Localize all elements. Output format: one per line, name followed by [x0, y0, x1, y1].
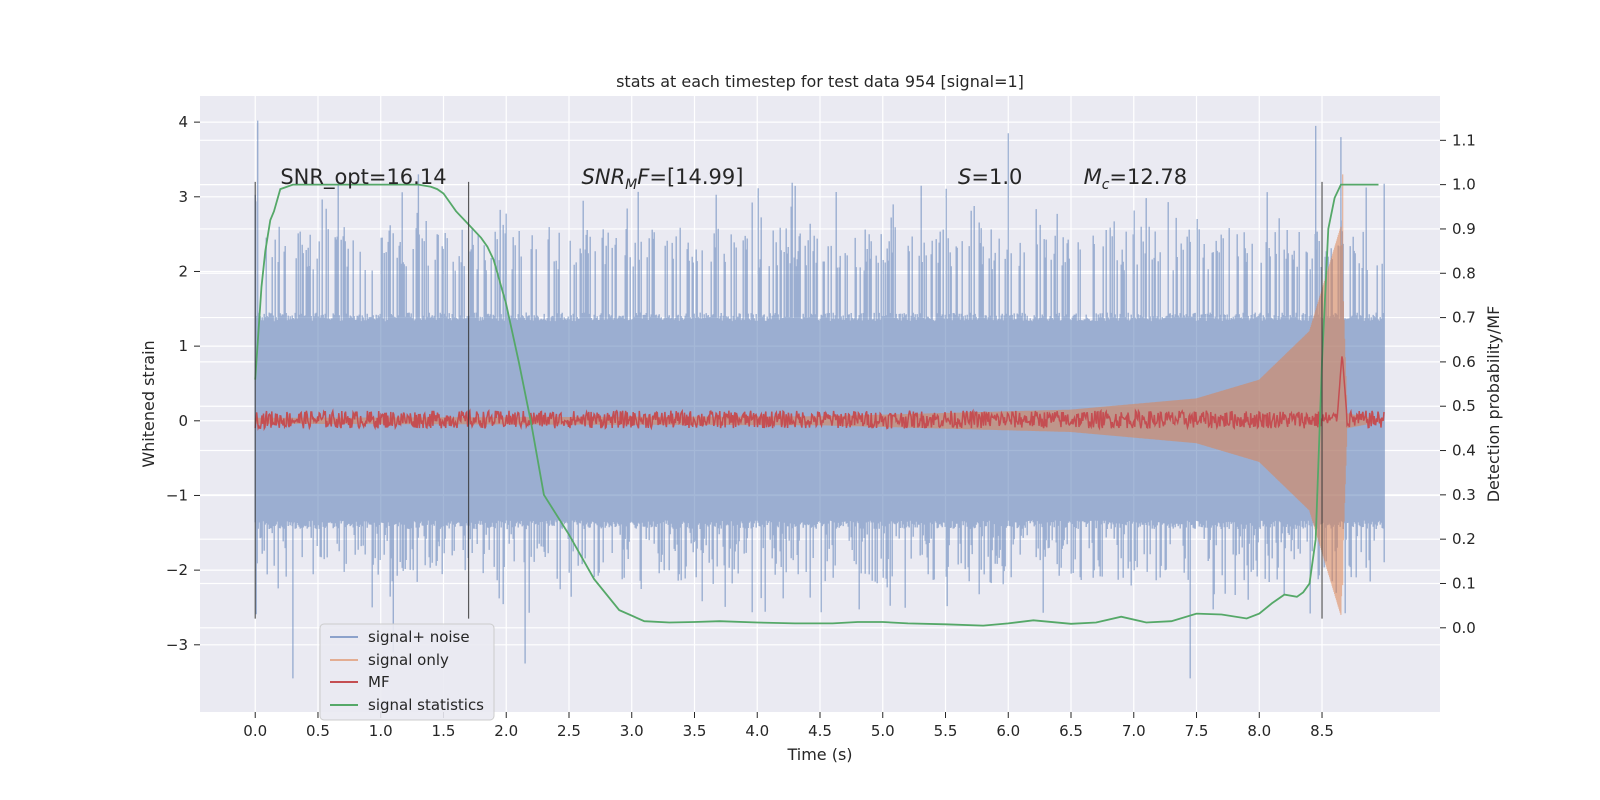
y-tick-label: −2 [166, 561, 188, 579]
y-right-tick-label: 0.9 [1452, 220, 1476, 238]
x-tick-label: 8.0 [1247, 722, 1271, 740]
legend-label-signal-statistics: signal statistics [368, 696, 484, 714]
y-right-tick-label: 0.6 [1452, 353, 1476, 371]
annotation-1: SNRMF=[14.99] [582, 165, 744, 193]
y-tick-label: −3 [166, 636, 188, 654]
legend: signal+ noise signal only MF signal stat… [319, 623, 495, 721]
x-tick-label: 1.5 [432, 722, 456, 740]
y-tick-label: 1 [178, 337, 188, 355]
annotation-3: Mc=12.78 [1084, 165, 1188, 193]
x-tick-label: 0.5 [306, 722, 330, 740]
y-tick-label: 2 [178, 262, 188, 280]
x-tick-label: 6.0 [996, 722, 1020, 740]
x-tick-label: 1.0 [369, 722, 393, 740]
vlines-layer [254, 181, 1323, 619]
x-tick-label: 0.0 [243, 722, 267, 740]
x-tick-label: 8.5 [1310, 722, 1334, 740]
y-right-tick-label: 0.7 [1452, 309, 1476, 327]
y-tick-label: 4 [178, 113, 188, 131]
x-tick-label: 3.5 [683, 722, 707, 740]
y-axis-label: Whitened strain [139, 340, 158, 467]
y-right-tick-label: 1.0 [1452, 176, 1476, 194]
annotation-0: SNR_opt=16.14 [280, 165, 446, 190]
series-layer [254, 120, 1385, 679]
legend-box [319, 623, 495, 721]
y-right-tick-label: 0.2 [1452, 530, 1476, 548]
ticks-layer: 0.0 0.5 1.0 1.5 2.0 2.5 3.0 3.5 4.0 4.5 5.0 5.5 6.0 6… [166, 113, 1476, 740]
annotations-layer: SNR_opt=16.14 SNRMF=[14.99] S=1.0 Mc=12.78 [280, 165, 1187, 193]
x-tick-label: 7.0 [1122, 722, 1146, 740]
y-right-tick-label: 0.0 [1452, 619, 1476, 637]
y-right-tick-label: 0.5 [1452, 397, 1476, 415]
x-tick-label: 5.0 [871, 722, 895, 740]
x-tick-label: 4.5 [808, 722, 832, 740]
x-axis-label: Time (s) [786, 745, 852, 764]
legend-label-signal-only: signal only [368, 651, 449, 669]
y-tick-label: −1 [166, 486, 188, 504]
x-tick-label: 4.0 [745, 722, 769, 740]
x-tick-label: 6.5 [1059, 722, 1083, 740]
legend-label-mf: MF [368, 673, 390, 691]
x-tick-label: 2.5 [557, 722, 581, 740]
y-right-tick-label: 0.1 [1452, 574, 1476, 592]
series-signal-statistics [254, 183, 1379, 627]
x-tick-label: 3.0 [620, 722, 644, 740]
y-right-tick-label: 0.4 [1452, 442, 1476, 460]
y-right-tick-label: 1.1 [1452, 131, 1476, 149]
x-tick-label: 2.0 [494, 722, 518, 740]
y-right-axis-label: Detection probability/MF [1484, 306, 1503, 503]
chart-title: stats at each timestep for test data 954… [616, 72, 1024, 91]
legend-label-signal-noise: signal+ noise [368, 628, 470, 646]
y-tick-label: 0 [178, 412, 188, 430]
y-right-tick-label: 0.3 [1452, 486, 1476, 504]
annotation-2: S=1.0 [958, 165, 1022, 189]
y-right-tick-label: 0.8 [1452, 264, 1476, 282]
x-tick-label: 7.5 [1185, 722, 1209, 740]
x-tick-label: 5.5 [934, 722, 958, 740]
y-tick-label: 3 [178, 188, 188, 206]
series-mf [254, 356, 1385, 432]
